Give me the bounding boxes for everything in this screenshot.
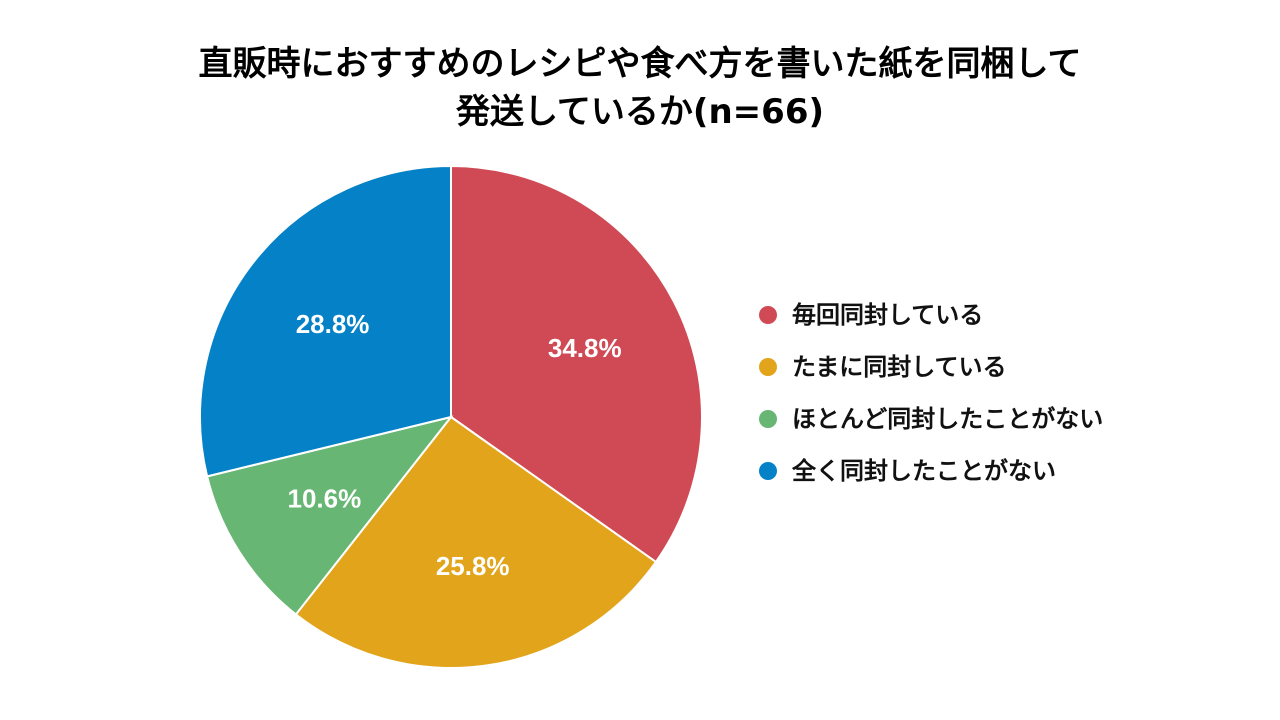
pie-slice-1 <box>450 164 703 564</box>
legend-label-4: 全く同封したことがない <box>791 457 1056 485</box>
legend-label-2: たまに同封している <box>792 353 1007 381</box>
legend-marker-3 <box>759 410 777 428</box>
pie-slices <box>199 164 703 669</box>
legend-label-3: ほとんど同封したことがない <box>792 405 1103 433</box>
pie-slice-4 <box>199 164 452 478</box>
legend-label-1: 毎回同封している <box>792 301 983 329</box>
slice-label-2: 25.8% <box>436 551 510 581</box>
legend-marker-2 <box>759 358 777 376</box>
chart-title-line-2: 発送しているか(n=66) <box>455 92 825 132</box>
slice-label-4: 28.8% <box>296 309 370 339</box>
legend-marker-4 <box>759 462 777 480</box>
chart-title-line-1: 直販時におすすめのレシピや食べ方を書いた紙を同梱して <box>198 44 1082 84</box>
pie-slice-labels: 34.8% 25.8% 10.6% 28.8% <box>287 309 621 581</box>
pie-slice-3 <box>205 415 454 616</box>
legend-marker-1 <box>759 306 777 324</box>
slice-label-3: 10.6% <box>287 483 361 513</box>
slice-label-1: 34.8% <box>548 333 622 363</box>
legend: 毎回同封しているたまに同封しているほとんど同封したことがない全く同封したことがな… <box>759 301 1103 485</box>
pie-slice-2 <box>294 415 658 669</box>
chart-title: 直販時におすすめのレシピや食べ方を書いた紙を同梱して 発送しているか(n=66) <box>0 40 1280 136</box>
